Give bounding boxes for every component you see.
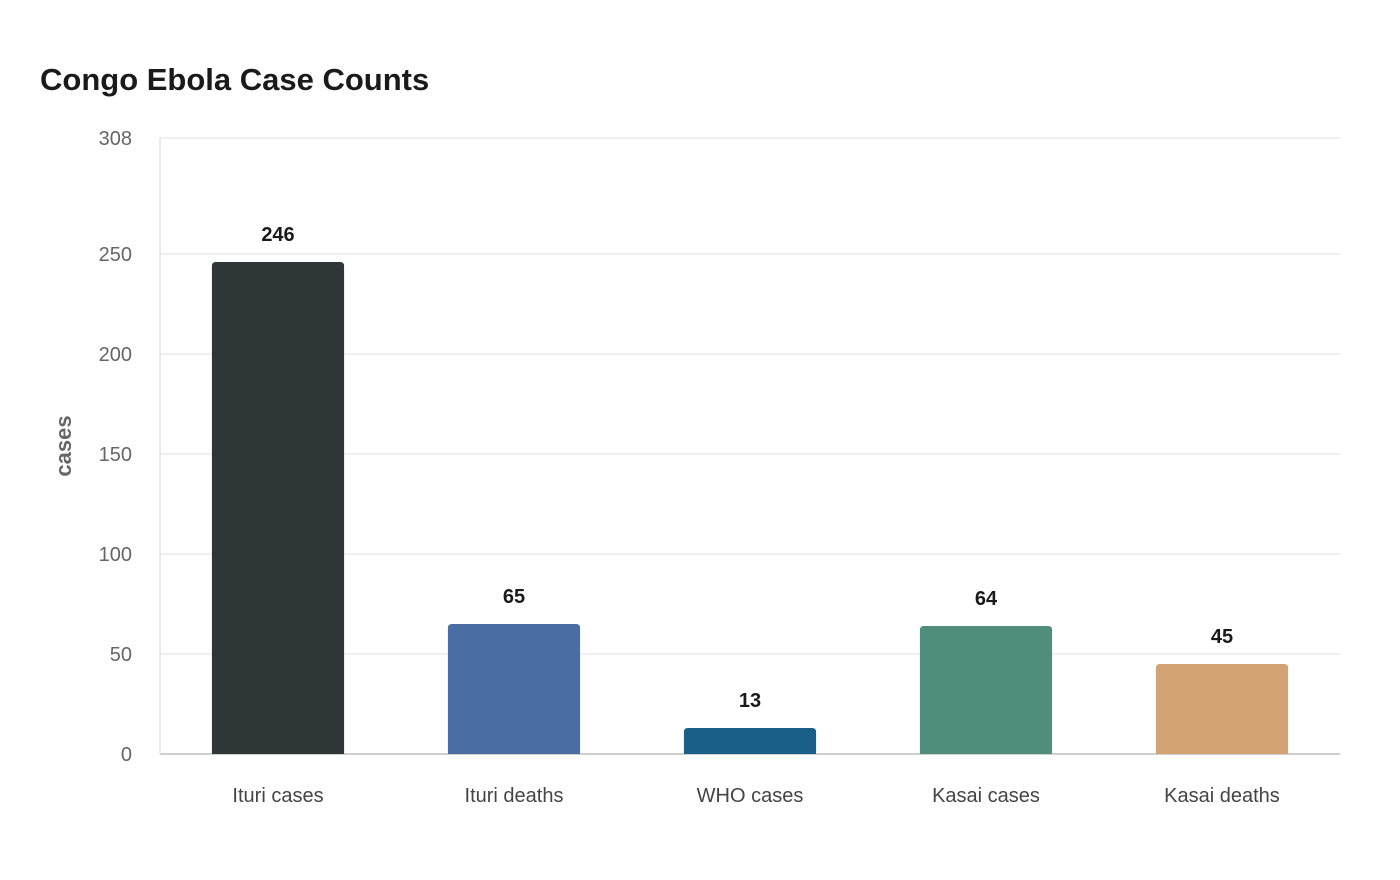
x-tick-label: Ituri cases: [232, 785, 323, 807]
data-label: 64: [975, 588, 998, 610]
bars: [211, 262, 1289, 754]
value-labels: 246 65 13 64 45: [261, 224, 1233, 712]
y-tick-labels: 0 50 100 150 200 250 308: [99, 128, 132, 766]
grid-lines: [160, 137, 1340, 655]
x-tick-label: Ituri deaths: [465, 785, 564, 807]
bar-who-cases: [683, 728, 817, 754]
x-tick-label: Kasai deaths: [1164, 785, 1280, 807]
data-label: 65: [503, 586, 525, 608]
x-tick-label: Kasai cases: [932, 785, 1040, 807]
chart-title: Congo Ebola Case Counts: [40, 62, 429, 97]
bar-kasai-deaths: [1155, 664, 1289, 754]
data-label: 45: [1211, 626, 1233, 648]
y-tick-label: 250: [99, 244, 132, 266]
x-tick-label: WHO cases: [697, 785, 804, 807]
y-tick-label: 200: [99, 344, 132, 366]
y-axis-label: cases: [51, 415, 76, 476]
y-tick-label: 100: [99, 544, 132, 566]
y-tick-label: 150: [99, 444, 132, 466]
y-tick-label: 308: [99, 128, 132, 150]
bar-kasai-cases: [919, 626, 1053, 754]
data-label: 246: [261, 224, 294, 246]
x-tick-labels: Ituri cases Ituri deaths WHO cases Kasai ca…: [232, 785, 1279, 807]
bar-ituri-deaths: [447, 624, 581, 754]
bar-ituri-cases: [211, 262, 345, 754]
data-label: 13: [739, 690, 761, 712]
y-tick-label: 0: [121, 744, 132, 766]
y-tick-label: 50: [110, 644, 132, 666]
